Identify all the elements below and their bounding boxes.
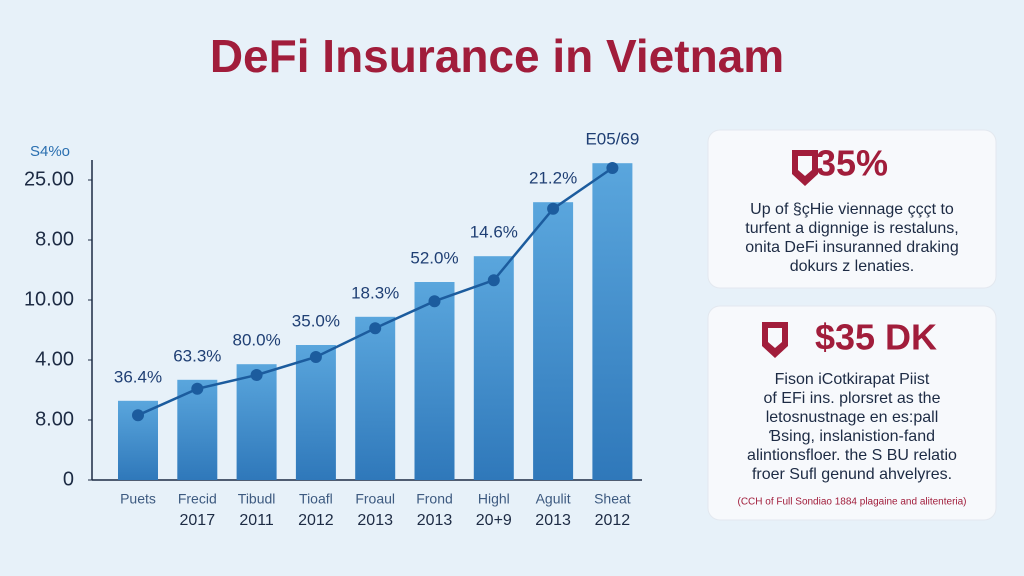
trend-point [547,202,560,215]
x-tick-label: Sheat [594,491,631,507]
data-label: 80.0% [232,331,280,350]
data-label: 14.6% [470,223,518,242]
card-headline: $35 DK [815,317,937,358]
y-tick-label: 4.00 [35,348,74,370]
x-tick-year: 2012 [298,512,334,529]
card-text: froer Sufl genund ahvelyres. [752,466,952,483]
card-text: dokurs z lenaties. [790,258,915,275]
x-tick-label: Tibudl [238,491,276,507]
trend-point [487,274,500,287]
card-footnote: (CCH of Full Sondiao 1884 plagaine and a… [737,497,966,508]
card-text: of EFi ins. plorsret as the [764,390,941,407]
x-tick-year: 20+9 [476,512,512,529]
card [707,129,997,289]
y-tick-label: 25.00 [24,168,74,190]
bar [473,256,514,480]
card-headline: 35% [816,143,888,184]
card-text: Fison iCotkirapat Piist [775,371,930,388]
y-axis-label: S4%o [30,143,70,160]
card-text: onita DeFi insuranned draking [745,239,958,256]
y-tick-label: 8.00 [35,228,74,250]
data-label: 18.3% [351,283,399,302]
y-tick-label: 8.00 [35,408,74,430]
x-tick-year: 2013 [535,512,571,529]
x-tick-label: Frecid [178,491,217,507]
trend-point [132,409,144,422]
card-text: alintionsfloer. the S BU relatio [747,447,957,464]
x-tick-label: Puets [120,491,156,507]
bar [177,379,218,480]
x-tick-year: 2012 [595,512,631,529]
trend-point [309,351,322,363]
trend-point [606,162,619,174]
card [707,305,997,521]
data-label: 36.4% [114,367,162,386]
x-tick-year: 2011 [239,512,274,529]
card-text: Ɓsing, inslanistion-fand [769,428,935,445]
card-text: turfent a dignnige is restaluns, [745,220,958,237]
trend-point [191,382,204,395]
trend-point [428,295,441,308]
x-tick-year: 2013 [357,512,393,529]
x-tick-label: Frond [416,491,453,507]
x-tick-year: 2017 [180,512,216,529]
chart-title: DeFi Insurance in Vietnam [210,30,784,82]
x-tick-label: Froaul [355,491,395,507]
card-icon [792,150,818,186]
bar [533,202,574,480]
data-label: 63.3% [173,346,221,365]
bar [295,345,336,480]
card-text: letosnustnage en es:pall [766,409,939,426]
x-tick-year: 2013 [417,512,453,529]
x-tick-label: Tioafl [299,491,333,507]
bar [414,282,455,480]
bar [355,316,396,480]
bar [236,364,277,480]
card-text: Up of §çHie viennage çççt to [750,201,954,218]
x-tick-label: Highl [478,491,510,507]
card-icon [762,322,788,358]
cards: 35% Up of §çHie viennage çççt to turfent a… [707,129,997,521]
data-label: 52.0% [410,248,458,267]
trend-point [369,322,382,335]
trend-point [250,369,263,381]
data-label: 35.0% [292,311,340,330]
y-tick-label: 0 [63,468,74,490]
data-label: 21.2% [529,169,577,188]
bar [592,163,633,480]
x-tick-label: Agulit [536,491,571,507]
data-label: E05/69 [585,130,639,149]
y-tick-label: 10.00 [24,288,74,310]
